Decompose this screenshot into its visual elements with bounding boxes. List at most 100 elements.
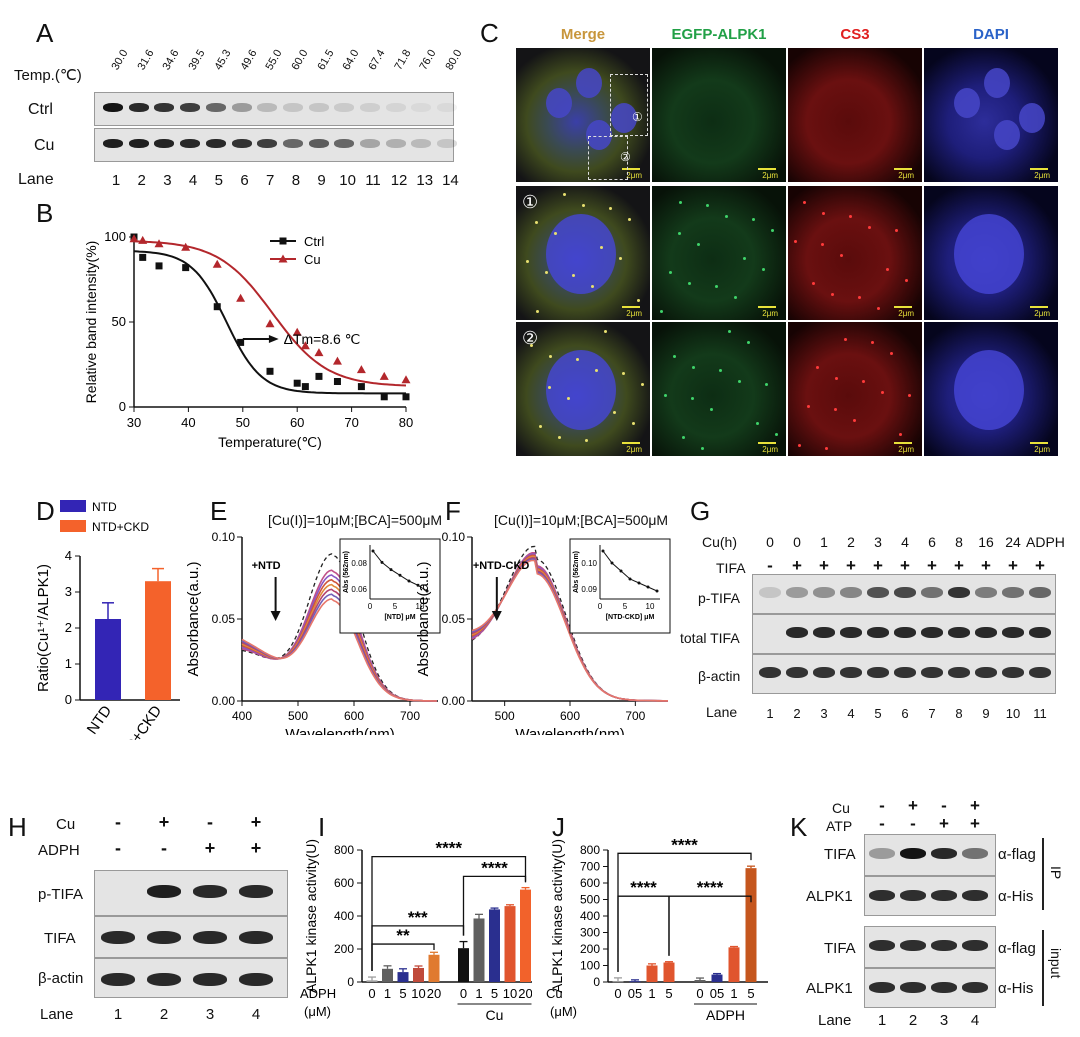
k-ab-0: α-flag	[998, 846, 1036, 863]
lane-number: 3	[820, 706, 828, 721]
row-beta-actin-label: β-actin	[698, 668, 741, 684]
nucleus	[1019, 103, 1045, 133]
channel-header: Merge	[560, 26, 606, 43]
y-tick-label: 200	[580, 942, 600, 956]
band	[360, 103, 380, 112]
data-point-ctrl	[402, 393, 410, 401]
puncta	[868, 226, 871, 229]
tifa-sign: +	[927, 556, 937, 575]
x-row-unit: (μM)	[550, 1004, 577, 1019]
roi-box-label-2: ②	[620, 150, 631, 164]
cu-sign: -	[207, 812, 213, 832]
significance-stars: ****	[697, 878, 724, 897]
lane-number: 8	[291, 172, 301, 189]
atp-sign: -	[910, 814, 916, 833]
x-tick-label: 0	[614, 986, 621, 1001]
y-tick-label: 1	[65, 656, 72, 671]
data-point-ctrl	[155, 262, 163, 270]
band	[147, 885, 181, 898]
bar-ntd	[95, 619, 121, 700]
x-tick-label: 70	[344, 415, 358, 430]
y-tick-label: 800	[334, 843, 354, 857]
nucleus	[984, 68, 1010, 98]
y-tick-label: 600	[580, 876, 600, 890]
lane-number: 10	[339, 172, 356, 189]
significance-bracket	[668, 895, 752, 956]
x-row-label: ADPH	[300, 986, 336, 1001]
titration-arrow-head	[491, 611, 502, 621]
y-tick-label: 0	[119, 399, 126, 414]
significance-stars: ****	[436, 839, 463, 858]
puncta	[679, 201, 682, 204]
nucleus	[954, 214, 1024, 294]
x-tick-label: 30	[127, 415, 141, 430]
data-point-ctrl	[213, 303, 221, 311]
puncta	[563, 193, 566, 196]
panel-h-label: H	[8, 812, 27, 842]
k-row-3: ALPK1	[806, 980, 853, 997]
panel-j-label: J	[552, 812, 565, 842]
puncta	[895, 229, 898, 232]
inset-x-tick: 5	[393, 602, 398, 611]
titration-arrow-head	[270, 611, 281, 621]
blot-beta-actin-h	[94, 958, 288, 998]
band	[101, 885, 135, 898]
input-bracket	[1042, 930, 1044, 1006]
significance-bracket	[462, 875, 527, 936]
puncta	[743, 257, 746, 260]
legend-marker	[278, 254, 288, 263]
lane-number: 11	[365, 172, 381, 189]
activity-bar	[397, 972, 409, 982]
band	[962, 940, 988, 951]
legend-marker	[279, 237, 287, 245]
puncta	[858, 296, 861, 299]
x-tick-label: 600	[560, 709, 580, 723]
lane-number: 3	[205, 1006, 215, 1023]
puncta	[669, 271, 672, 274]
scale-bar-label: 2μm	[762, 445, 778, 454]
y-tick-label: 0.10	[442, 530, 466, 544]
temp-label: 39.5	[186, 47, 208, 73]
nucleus	[954, 88, 980, 118]
band	[101, 931, 135, 944]
x-tick-label: 10	[411, 986, 425, 1001]
puncta	[886, 268, 889, 271]
band	[962, 890, 988, 901]
legend-label: NTD	[92, 500, 117, 514]
puncta	[803, 201, 806, 204]
scale-bar	[1030, 442, 1048, 444]
inset-x-label: [NTD-CKD] μM	[606, 614, 655, 621]
scale-bar	[1030, 306, 1048, 308]
puncta	[710, 408, 713, 411]
significance-stars: ***	[408, 908, 428, 927]
x-tick-label: 40	[181, 415, 195, 430]
band	[257, 139, 278, 148]
input-group-label: input	[1048, 948, 1064, 979]
cu-ratio-bar-chart: 01234Ratio(Cu¹⁺/ALPK1)NTDNTD+CKDNTDNTD+C…	[35, 500, 180, 740]
panel-e-title: [Cu(I)]=10μM;[BCA]=500μM	[268, 512, 443, 528]
x-tick-label: NTD	[84, 702, 116, 737]
puncta	[822, 212, 825, 215]
band	[786, 627, 808, 638]
spectrum-curve	[241, 598, 437, 702]
data-point-ctrl	[182, 264, 190, 272]
inset-x-tick: 0	[368, 602, 373, 611]
tifa-sign: +	[1035, 556, 1045, 575]
band	[385, 139, 406, 148]
cu-hour-value: 6	[928, 534, 936, 550]
arrow-label: +NTD	[252, 560, 281, 572]
cu-sign: +	[908, 796, 918, 815]
legend-label: NTD+CKD	[92, 520, 149, 534]
panel-k-label: K	[790, 812, 808, 842]
band	[867, 587, 889, 598]
group-label: ADPH	[706, 1007, 745, 1023]
cu-hour-value: 2	[847, 534, 855, 550]
legend-label: Ctrl	[304, 234, 324, 249]
cu-hour-value: 24	[1005, 534, 1021, 550]
puncta	[664, 394, 667, 397]
band	[894, 667, 916, 678]
band	[869, 982, 895, 993]
data-point-cu	[300, 341, 310, 350]
band	[921, 627, 943, 638]
puncta	[715, 285, 718, 288]
